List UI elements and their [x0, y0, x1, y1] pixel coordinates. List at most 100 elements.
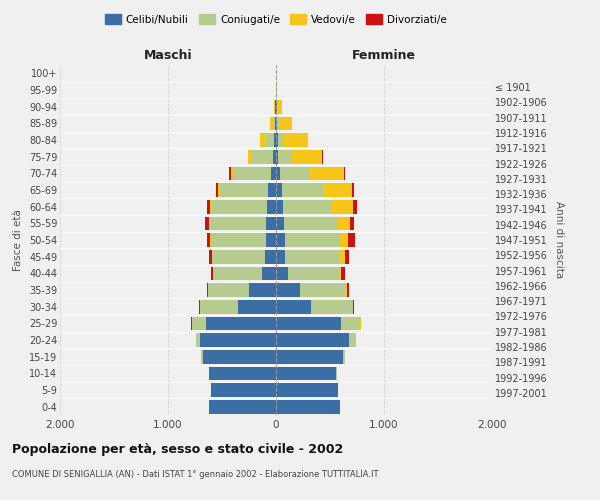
Bar [210, 216, 266, 230]
Bar [282, 183, 323, 197]
Bar [209, 216, 210, 230]
Bar [349, 333, 356, 347]
Y-axis label: Anni di nascita: Anni di nascita [554, 202, 565, 278]
Bar [202, 350, 203, 364]
Bar [346, 283, 347, 297]
Bar [341, 316, 360, 330]
Bar [269, 116, 273, 130]
Bar [206, 283, 208, 297]
Text: Popolazione per età, sesso e stato civile - 2002: Popolazione per età, sesso e stato civil… [12, 442, 343, 456]
Bar [353, 300, 354, 314]
Bar [209, 366, 276, 380]
Bar [206, 316, 276, 330]
Bar [276, 383, 338, 397]
Bar [268, 183, 276, 197]
Bar [266, 233, 276, 247]
Bar [266, 216, 276, 230]
Bar [218, 183, 220, 197]
Bar [274, 133, 276, 147]
Bar [205, 216, 209, 230]
Bar [238, 300, 276, 314]
Bar [203, 350, 276, 364]
Text: Femmine: Femmine [352, 48, 416, 62]
Bar [206, 233, 210, 247]
Bar [276, 150, 278, 164]
Bar [211, 383, 276, 397]
Bar [192, 316, 206, 330]
Bar [276, 266, 288, 280]
Bar [196, 333, 200, 347]
Bar [341, 266, 345, 280]
Text: COMUNE DI SENIGALLIA (AN) - Dati ISTAT 1° gennaio 2002 - Elaborazione TUTTITALIA: COMUNE DI SENIGALLIA (AN) - Dati ISTAT 1… [12, 470, 379, 479]
Bar [210, 233, 211, 247]
Bar [332, 200, 353, 213]
Bar [209, 400, 276, 413]
Bar [200, 333, 276, 347]
Bar [276, 350, 343, 364]
Bar [347, 283, 349, 297]
Bar [276, 400, 340, 413]
Bar [285, 250, 339, 264]
Bar [199, 300, 200, 314]
Bar [200, 300, 238, 314]
Bar [277, 116, 278, 130]
Bar [292, 150, 322, 164]
Bar [284, 233, 340, 247]
Bar [350, 216, 354, 230]
Bar [211, 266, 213, 280]
Bar [230, 166, 234, 180]
Bar [338, 266, 341, 280]
Bar [220, 183, 268, 197]
Bar [276, 116, 277, 130]
Bar [276, 366, 337, 380]
Bar [340, 233, 349, 247]
Bar [249, 283, 276, 297]
Bar [337, 216, 350, 230]
Bar [284, 216, 337, 230]
Bar [276, 283, 300, 297]
Bar [277, 100, 283, 114]
Bar [276, 133, 278, 147]
Bar [211, 233, 266, 247]
Bar [288, 266, 338, 280]
Bar [276, 333, 349, 347]
Bar [300, 283, 346, 297]
Bar [215, 183, 218, 197]
Bar [208, 283, 249, 297]
Bar [280, 166, 310, 180]
Bar [268, 200, 276, 213]
Bar [276, 300, 311, 314]
Bar [234, 166, 271, 180]
Bar [349, 233, 355, 247]
Bar [229, 166, 230, 180]
Bar [276, 183, 282, 197]
Bar [252, 150, 274, 164]
Bar [276, 166, 280, 180]
Bar [207, 200, 210, 213]
Bar [353, 200, 357, 213]
Bar [278, 133, 284, 147]
Bar [344, 250, 349, 264]
Bar [276, 200, 283, 213]
Bar [209, 250, 212, 264]
Bar [210, 200, 212, 213]
Bar [212, 200, 268, 213]
Text: Maschi: Maschi [143, 48, 193, 62]
Bar [214, 266, 262, 280]
Bar [276, 216, 284, 230]
Bar [276, 316, 341, 330]
Bar [248, 150, 252, 164]
Bar [278, 150, 292, 164]
Bar [311, 300, 353, 314]
Bar [278, 116, 292, 130]
Bar [343, 350, 344, 364]
Bar [276, 233, 284, 247]
Bar [343, 166, 345, 180]
Y-axis label: Fasce di età: Fasce di età [13, 209, 23, 271]
Bar [262, 266, 276, 280]
Bar [276, 250, 285, 264]
Bar [284, 133, 308, 147]
Bar [274, 150, 276, 164]
Bar [271, 166, 276, 180]
Bar [212, 250, 265, 264]
